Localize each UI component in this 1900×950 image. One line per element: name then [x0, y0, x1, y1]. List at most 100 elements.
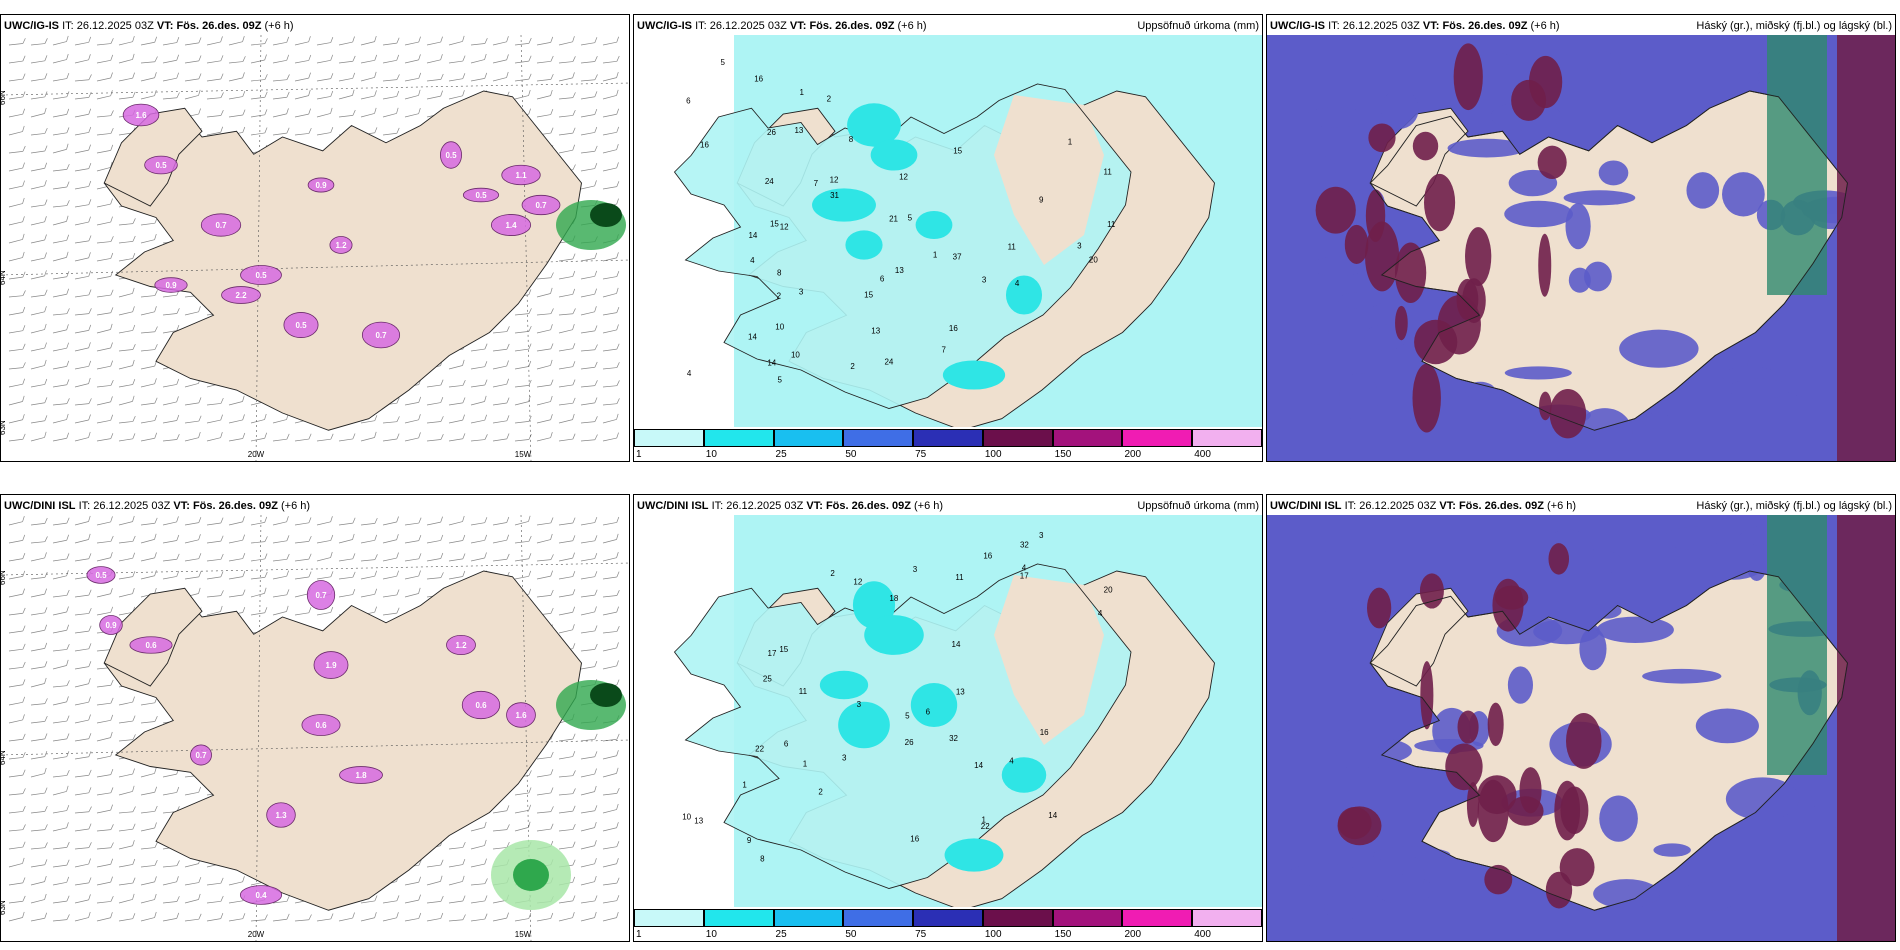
precip-heavy-area [845, 230, 883, 260]
wind-barb [118, 359, 135, 370]
wind-barb [8, 125, 25, 136]
precip-value-label: 17 [768, 649, 777, 658]
wind-barb [96, 912, 113, 922]
wind-barb [8, 306, 26, 316]
wind-barb [404, 570, 421, 580]
precip-value-label: 37 [953, 253, 962, 262]
snow-area [307, 177, 335, 193]
wind-barb [338, 912, 355, 922]
wind-barb [360, 415, 378, 424]
wind-barb [52, 715, 70, 724]
iceland-coastline [1369, 90, 1848, 431]
wind-barb [536, 272, 554, 280]
wind-barb [536, 287, 553, 298]
wind-barb [140, 893, 157, 904]
precip-value-label: 24 [884, 358, 893, 367]
cloud-low-patch [1317, 607, 1370, 634]
precip-value-label: 20 [1089, 256, 1098, 265]
wind-barb [74, 289, 92, 298]
wind-barb [74, 342, 91, 352]
valid-time: Fös. 26.des. 09Z [1458, 500, 1544, 512]
lon-label-15w: 15W [515, 930, 532, 939]
precip-heavy-area [812, 188, 876, 222]
wind-barb [492, 553, 510, 562]
snow-value-label: 0.5 [255, 271, 267, 280]
wind-barb [602, 108, 620, 118]
wind-barb [272, 895, 290, 904]
wind-barb [382, 895, 400, 904]
wind-barb [52, 914, 70, 922]
wind-barb [96, 360, 113, 370]
wind-barb [250, 553, 268, 562]
cloud-low-patch [1722, 172, 1765, 217]
precip-value-label: 12 [830, 175, 839, 184]
wind-barb [602, 606, 619, 616]
cloud-low-patch [1507, 666, 1534, 704]
wind-barb [52, 696, 69, 706]
wind-barb [382, 516, 399, 526]
precip-map: 3432554671514131211131015141384221112021… [673, 35, 1262, 461]
cloud-low-patch [1642, 668, 1722, 684]
wind-barb [52, 35, 69, 46]
cloud-low-patch [1653, 843, 1691, 857]
wind-barb [426, 859, 444, 868]
wind-barb [8, 588, 25, 598]
wind-barb [140, 822, 157, 832]
wind-barb [118, 785, 135, 796]
wind-barb [140, 56, 158, 64]
cloud-high-patch [1495, 585, 1529, 610]
wind-barb [162, 378, 180, 388]
wind-barb [580, 589, 598, 598]
precip-value-label: 3 [799, 287, 804, 296]
wind-barb [426, 416, 444, 424]
wind-barb [30, 571, 48, 580]
cloud-high-patch [1344, 224, 1369, 265]
panel-clouds-top: UWC/IG-IS IT: 26.12.2025 03Z VT: Fös. 26… [1266, 14, 1896, 462]
wind-barb [470, 395, 487, 406]
precip-value-label: 10 [682, 813, 691, 822]
cloud-low-patch [1447, 138, 1526, 158]
wind-barb [602, 144, 619, 154]
wind-barb [558, 308, 576, 316]
wind-barb [228, 90, 246, 100]
wind-barb [492, 415, 510, 424]
wind-barb [580, 108, 598, 118]
wind-barb [602, 895, 620, 904]
wind-barb [118, 306, 135, 316]
colorbar-swatch [1122, 909, 1193, 927]
wind-barb [602, 181, 620, 190]
panel-header: UWC/DINI ISL IT: 26.12.2025 03Z VT: Fös.… [1270, 500, 1892, 512]
wind-barb [8, 805, 26, 814]
wind-barb [558, 288, 576, 298]
clouds-map [1267, 515, 1895, 941]
wind-barb [30, 306, 47, 316]
cloud-high-patch [1412, 131, 1439, 161]
wind-barb [470, 72, 488, 82]
wind-barb [184, 786, 202, 796]
wind-barb [404, 89, 421, 100]
wind-barb [8, 290, 26, 298]
wind-barb [294, 535, 312, 544]
init-time: 26.12.2025 03Z [1359, 500, 1437, 512]
wind-barb [382, 570, 399, 580]
wind-barb [74, 54, 91, 64]
wind-barb [52, 822, 69, 832]
colorbar-swatch [913, 429, 983, 447]
wind-barb [382, 127, 400, 136]
wind-barb [382, 74, 400, 82]
wind-barb [140, 415, 158, 424]
wind-barb [140, 72, 157, 82]
valid-time: Fös. 26.des. 09Z [176, 20, 262, 32]
panel-header: UWC/IG-IS IT: 26.12.2025 03Z VT: Fös. 26… [4, 20, 294, 32]
wind-barb [74, 607, 92, 616]
wind-barb [514, 553, 532, 562]
wind-barb [426, 875, 443, 886]
wind-barb [558, 770, 576, 778]
precip-value-label: 26 [767, 128, 776, 137]
wind-barb [30, 859, 48, 868]
precip-value-label: 15 [779, 645, 788, 654]
snow-value-label: 0.5 [95, 571, 107, 580]
wind-barb [74, 769, 92, 778]
wind-barb [206, 517, 224, 526]
wind-barb [96, 895, 114, 904]
